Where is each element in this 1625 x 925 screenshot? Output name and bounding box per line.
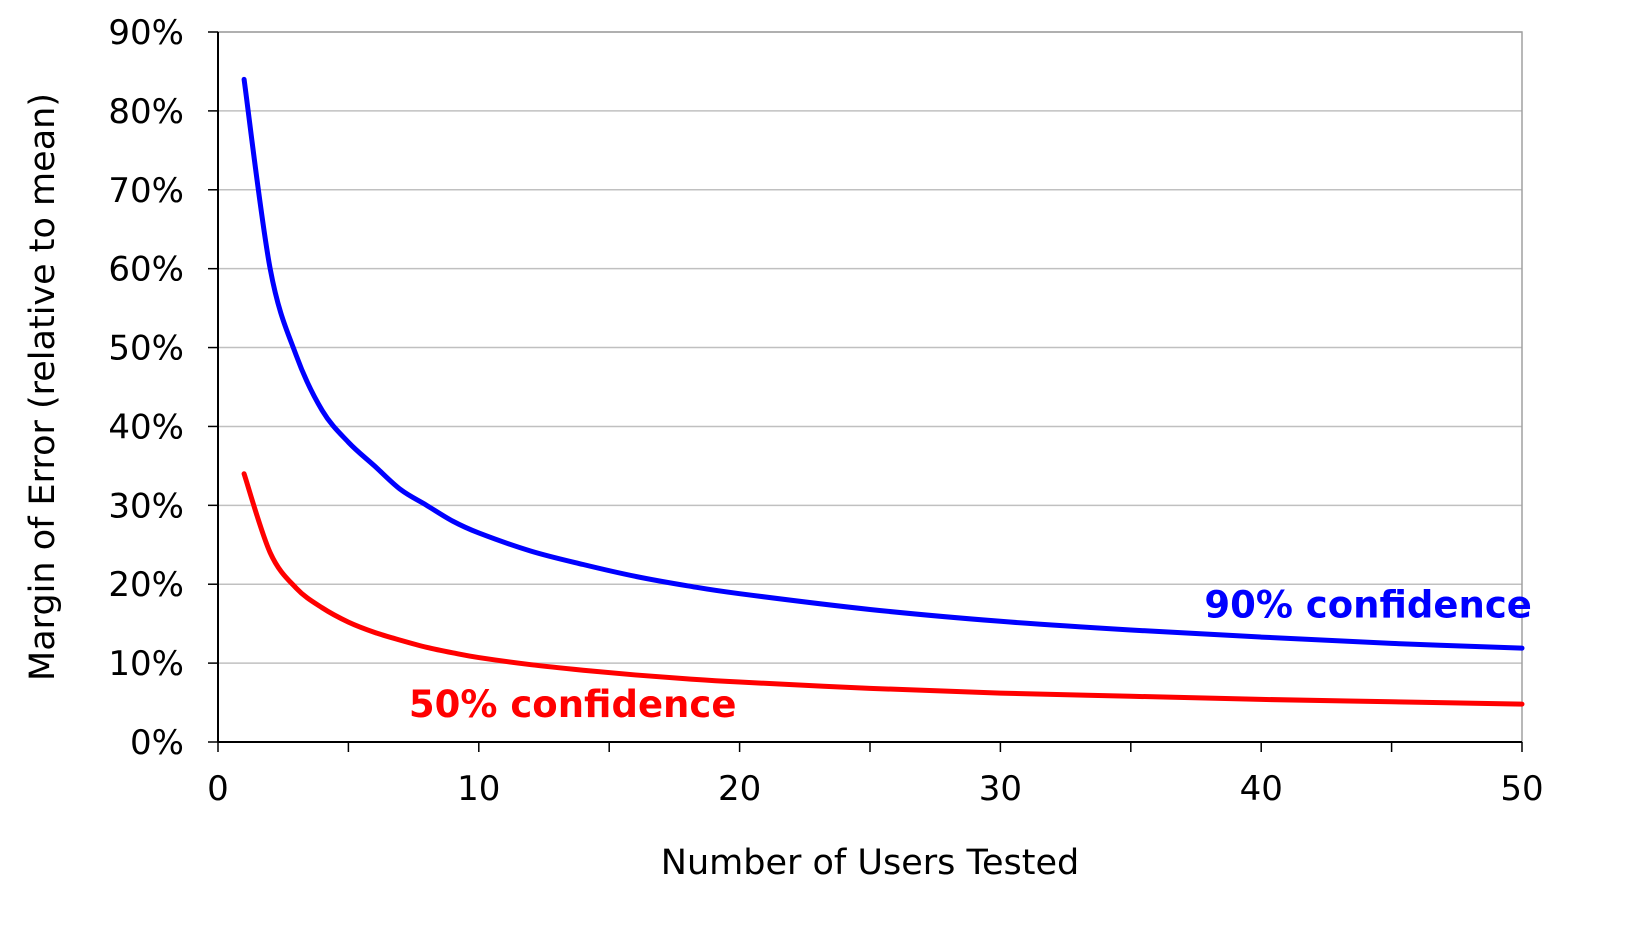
y-tick-label: 70%: [108, 171, 184, 211]
x-axis-title: Number of Users Tested: [661, 843, 1079, 883]
series-labels: 90% confidence 50% confidence: [409, 583, 1532, 725]
x-tick-label: 50: [1500, 769, 1543, 809]
y-axis-title: Margin of Error (relative to mean): [23, 93, 63, 681]
y-tick-label: 0%: [130, 723, 184, 763]
y-tick-label: 60%: [108, 250, 184, 290]
y-tick-label: 90%: [108, 13, 184, 53]
x-tick-label: 30: [979, 769, 1022, 809]
y-tick-label: 20%: [108, 565, 184, 605]
series-line-90-confidence: [244, 79, 1522, 648]
x-tick-label: 20: [718, 769, 761, 809]
plot-frame: [218, 32, 1522, 742]
y-tick-label: 80%: [108, 92, 184, 132]
series-label-90-confidence: 90% confidence: [1204, 583, 1532, 626]
y-tick-label: 40%: [108, 407, 184, 447]
gridlines: [218, 32, 1522, 663]
x-tick-label: 10: [457, 769, 500, 809]
y-tick-label: 50%: [108, 329, 184, 369]
x-tick-label: 0: [207, 769, 229, 809]
y-tick-label: 30%: [108, 486, 184, 526]
y-tick-label: 10%: [108, 644, 184, 684]
x-tick-label: 40: [1240, 769, 1283, 809]
series-label-50-confidence: 50% confidence: [409, 683, 737, 726]
